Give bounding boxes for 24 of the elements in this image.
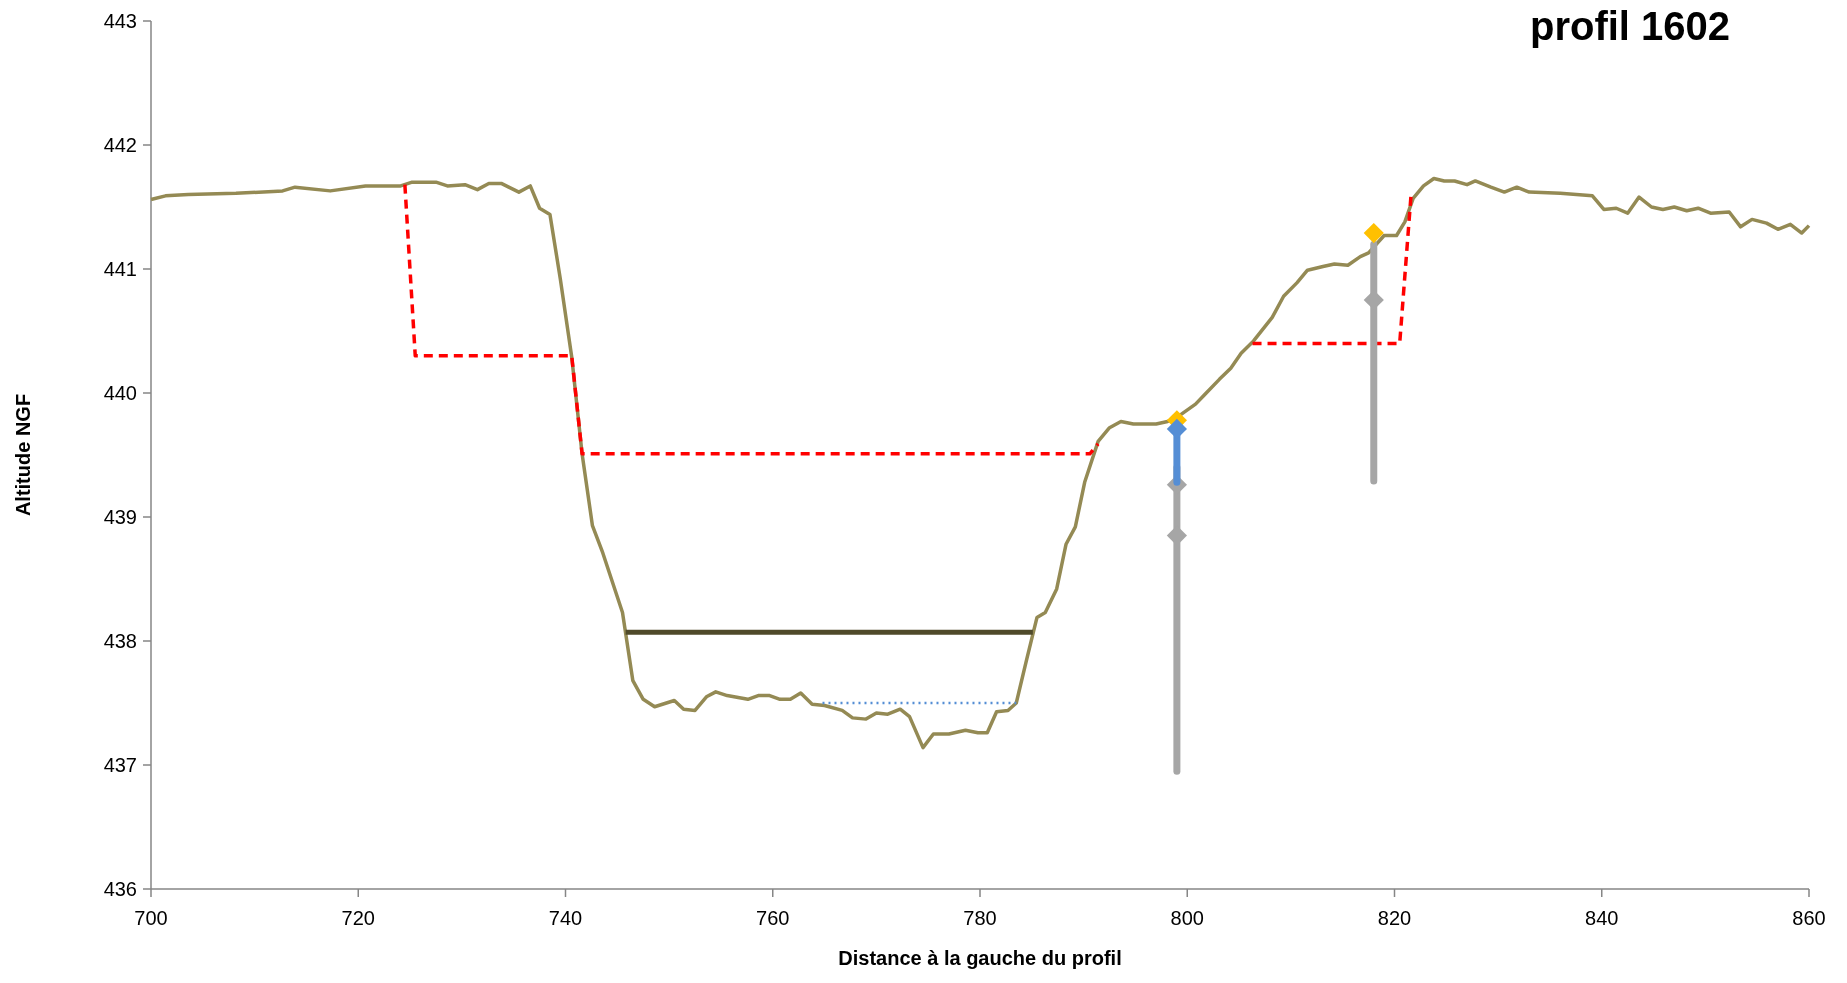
y-tick-label: 441 <box>103 258 137 280</box>
x-tick-label: 720 <box>341 907 375 929</box>
x-tick-label: 860 <box>1792 907 1826 929</box>
y-tick-label: 443 <box>103 10 137 32</box>
y-tick-label: 438 <box>103 630 137 652</box>
x-tick-label: 760 <box>756 907 790 929</box>
x-tick-label: 800 <box>1170 907 1204 929</box>
x-tick-label: 740 <box>548 907 583 929</box>
x-axis-title: Distance à la gauche du profil <box>838 947 1122 969</box>
point <box>1363 222 1384 244</box>
y-tick-label: 442 <box>103 134 137 156</box>
chart-title: profil 1602 <box>1529 4 1731 48</box>
point <box>1166 525 1187 546</box>
x-tick-label: 820 <box>1377 907 1412 929</box>
y-tick-label: 440 <box>103 382 137 404</box>
line-series <box>149 176 1811 750</box>
y-tick-label: 437 <box>103 754 137 776</box>
x-tick-label: 840 <box>1585 907 1619 929</box>
line-series <box>403 182 1100 456</box>
x-tick-label: 700 <box>134 907 168 929</box>
y-tick-label: 436 <box>103 878 137 900</box>
y-axis-title: Altitude NGF <box>12 393 34 517</box>
x-tick-label: 780 <box>963 907 997 929</box>
y-tick-label: 439 <box>103 506 137 528</box>
